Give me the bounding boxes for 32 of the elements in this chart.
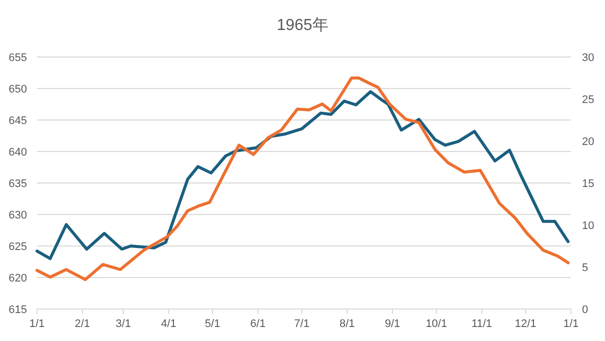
y-tick-label: 645: [8, 115, 27, 127]
y-tick-label: 650: [8, 84, 27, 96]
y2-tick-label: 10: [582, 220, 594, 232]
y-tick-label: 620: [8, 272, 27, 284]
x-tick-label: 7/1: [294, 318, 310, 330]
x-tick-label: 6/1: [250, 318, 266, 330]
x-tick-label: 1/1: [563, 318, 579, 330]
y-tick-label: 630: [8, 210, 27, 222]
x-tick-label: 12/1: [514, 318, 536, 330]
y2-tick-label: 25: [582, 94, 594, 106]
x-tick-label: 3/1: [116, 318, 131, 330]
y2-tick-label: 15: [582, 178, 594, 190]
x-tick-label: 10/1: [426, 318, 448, 330]
y-tick-label: 625: [8, 241, 27, 253]
x-tick-label: 11/1: [471, 318, 492, 330]
y2-tick-label: 5: [582, 262, 588, 274]
y-tick-label: 635: [8, 178, 27, 190]
y-tick-label: 655: [8, 52, 27, 64]
y2-tick-label: 20: [582, 136, 594, 148]
x-tick-label: 9/1: [384, 318, 400, 330]
y2-tick-label: 0: [582, 304, 588, 316]
x-tick-label: 4/1: [161, 318, 176, 330]
y-tick-label: 615: [8, 304, 27, 316]
y2-tick-label: 30: [582, 52, 594, 64]
x-tick-label: 2/1: [74, 318, 90, 330]
line-series: [36, 90, 570, 260]
x-tick-label: 8/1: [340, 318, 355, 330]
y-tick-label: 640: [8, 146, 27, 158]
x-tick-label: 5/1: [204, 318, 220, 330]
line-series: [36, 76, 570, 282]
chart-title: 1965年: [276, 17, 328, 34]
x-tick-label: 1/1: [29, 318, 45, 330]
